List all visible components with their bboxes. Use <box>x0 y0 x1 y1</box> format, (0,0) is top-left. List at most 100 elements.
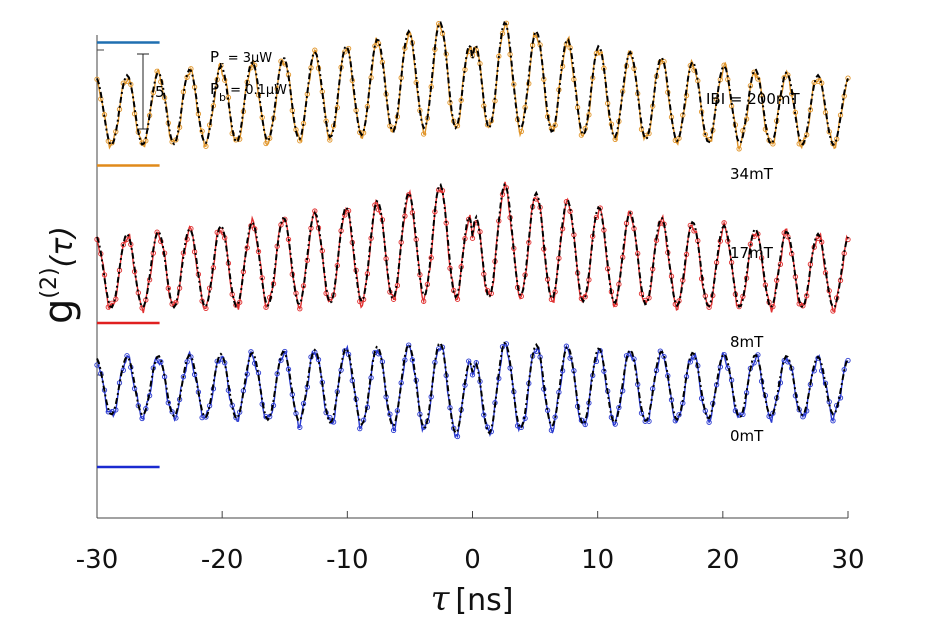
curve-label-200mT: IBI = 200mT <box>706 90 800 108</box>
data-point <box>522 415 528 422</box>
power-blue-label: Pb = 0.1μW <box>210 80 287 104</box>
data-point <box>804 293 810 299</box>
curve-label-8mT: 8mT <box>730 333 764 351</box>
data-point <box>233 414 239 421</box>
data-point <box>259 275 265 281</box>
data-point <box>387 411 393 417</box>
data-point <box>421 131 427 137</box>
data-point <box>263 304 269 310</box>
data-point <box>394 408 401 414</box>
data-point <box>421 298 427 304</box>
pb-rest: = 0.1μW <box>226 83 287 98</box>
data-point <box>139 415 145 422</box>
data-point <box>165 400 171 406</box>
x-tick-label-0: -30 <box>76 545 118 575</box>
x-tick-label-1: -20 <box>201 545 243 575</box>
data-line-4 <box>96 342 849 439</box>
data-point <box>800 303 806 309</box>
data-point <box>184 74 190 80</box>
x-tick-label-3: 0 <box>464 545 481 575</box>
data-point <box>300 400 307 407</box>
data-point <box>285 366 292 372</box>
data-point <box>101 272 108 278</box>
data-point <box>469 372 476 378</box>
data-point <box>582 294 588 300</box>
x-tick-label-2: -10 <box>326 545 368 575</box>
data-point <box>635 250 641 257</box>
data-point <box>225 94 232 101</box>
data-point <box>454 296 461 302</box>
data-point <box>608 414 615 420</box>
data-point <box>364 404 371 410</box>
data-point <box>777 261 784 267</box>
data-point <box>203 414 209 420</box>
data-point <box>454 123 461 129</box>
x-tick-label-5: 20 <box>706 545 739 575</box>
data-point <box>278 357 284 363</box>
pb-main: P <box>210 80 219 98</box>
data-point <box>120 242 126 248</box>
data-point <box>496 53 502 59</box>
data-point <box>233 302 239 308</box>
data-point <box>165 285 171 291</box>
data-point <box>777 380 784 386</box>
data-point <box>815 235 821 242</box>
data-point <box>146 392 153 399</box>
data-point <box>237 299 243 305</box>
data-point <box>676 412 682 418</box>
data-point <box>263 140 269 147</box>
data-point <box>481 412 487 418</box>
data-point <box>646 418 652 424</box>
data-point <box>94 76 100 82</box>
data-point <box>804 132 810 138</box>
y-axis-base: g <box>36 299 82 324</box>
data-point <box>120 367 126 373</box>
data-point <box>721 351 727 358</box>
data-point <box>819 80 825 86</box>
data-point <box>267 135 273 141</box>
data-point <box>158 359 164 365</box>
series-fits <box>96 20 849 435</box>
data-point <box>785 234 791 240</box>
data-point <box>255 248 262 255</box>
data-point <box>451 287 457 294</box>
fit-line-4 <box>96 341 849 435</box>
data-point <box>518 293 524 299</box>
data-point <box>743 116 750 122</box>
data-point <box>593 214 600 221</box>
data-point <box>766 413 772 419</box>
data-point <box>199 414 205 421</box>
data-point <box>586 112 592 118</box>
y-axis-arg: (τ) <box>45 226 80 267</box>
data-point <box>113 296 119 302</box>
data-point <box>372 43 378 49</box>
data-point <box>552 414 558 420</box>
data-point <box>755 76 761 82</box>
data-point <box>203 305 209 312</box>
x-axis-symbol: τ <box>431 579 451 619</box>
data-point <box>428 255 434 261</box>
data-point <box>616 404 622 411</box>
pb-sub: b <box>219 91 226 104</box>
y-axis-title: g(2)(τ) <box>36 226 82 324</box>
data-point <box>259 401 265 407</box>
power-red-label: Pr = 3μW <box>210 48 272 72</box>
data-point <box>357 129 363 136</box>
data-point <box>390 296 397 302</box>
data-point <box>511 81 517 87</box>
data-point <box>830 308 836 314</box>
data-point <box>484 424 491 430</box>
fit-line-3 <box>96 182 849 309</box>
data-point <box>732 408 739 414</box>
data-point <box>552 122 558 128</box>
data-point <box>698 395 705 402</box>
data-point <box>409 357 416 363</box>
data-point <box>173 415 179 421</box>
data-point <box>124 78 130 84</box>
data-point <box>334 104 340 111</box>
x-axis-unit: [ns] <box>455 583 513 618</box>
data-point <box>406 192 412 198</box>
data-point <box>342 49 348 55</box>
x-axis-title: τ [ns] <box>431 579 514 619</box>
y-axis-sup: (2) <box>37 267 62 298</box>
